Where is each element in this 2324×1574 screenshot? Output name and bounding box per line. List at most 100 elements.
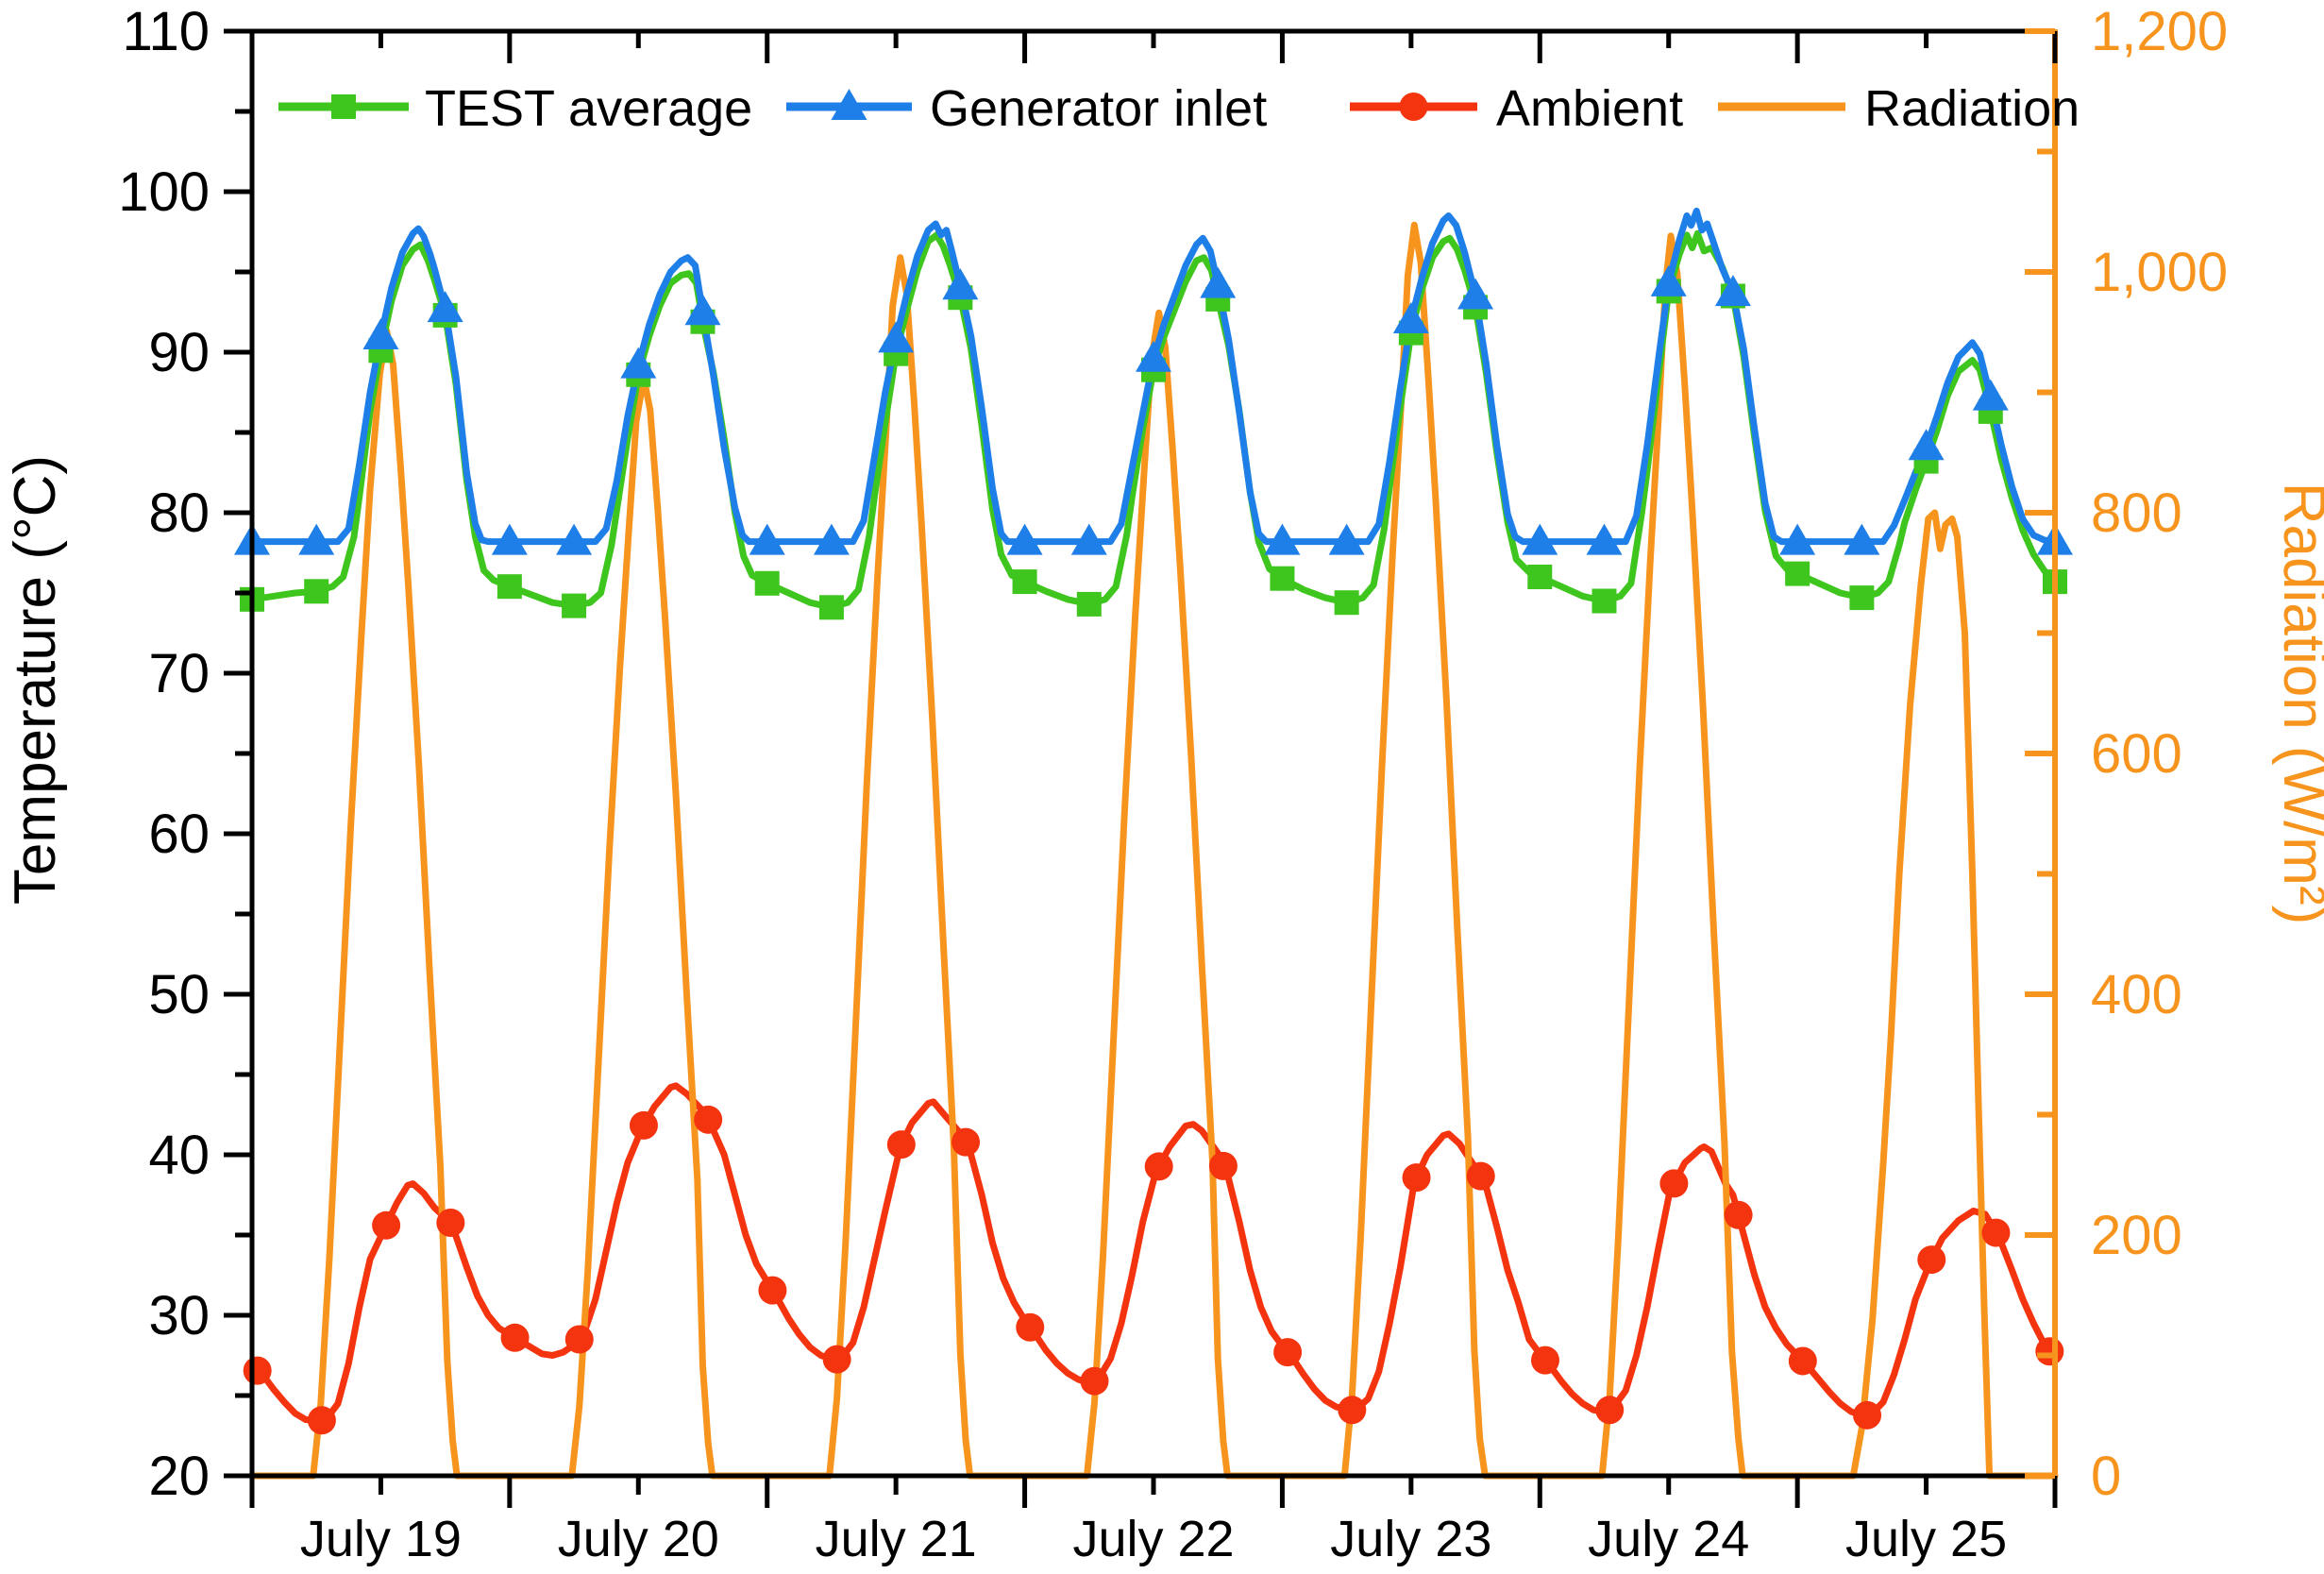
marker-square: [818, 595, 844, 620]
marker-square: [1785, 561, 1810, 586]
marker-circle: [372, 1210, 401, 1240]
marker-square: [1849, 585, 1875, 611]
marker-square: [562, 593, 587, 618]
marker-square: [1334, 590, 1359, 616]
marker-circle: [1853, 1400, 1882, 1430]
y-right-tick-label: 600: [2091, 723, 2182, 785]
marker-square: [754, 570, 780, 596]
y-right-tick-label: 800: [2091, 482, 2182, 544]
marker-triangle: [1392, 302, 1429, 333]
y-left-tick-label: 30: [148, 1285, 210, 1346]
x-tick-label: July 23: [1330, 1511, 1491, 1567]
series-markers-generator-inlet: [234, 264, 2073, 555]
marker-triangle: [1972, 379, 2009, 411]
marker-square: [1591, 588, 1617, 614]
legend-label: TEST average: [425, 80, 752, 137]
y-left-tick-label: 80: [148, 482, 210, 544]
y-left-axis-title: Temperature (°C): [3, 455, 68, 905]
y-left-tick-label: 20: [148, 1446, 210, 1507]
marker-triangle: [1264, 523, 1301, 555]
marker-triangle: [1070, 523, 1107, 555]
marker-square: [1270, 566, 1295, 591]
marker-circle: [1338, 1396, 1367, 1425]
marker-triangle: [427, 291, 463, 323]
y-left-tick-label: 110: [123, 1, 210, 62]
legend-item-generator-inlet: Generator inlet: [786, 80, 1267, 137]
legend-label: Ambient: [1496, 80, 1683, 137]
marker-triangle: [556, 523, 593, 555]
marker-triangle: [362, 318, 399, 349]
legend-label: Radiation: [1864, 80, 2080, 137]
y-right-tick-label: 400: [2091, 964, 2182, 1025]
y-right-tick-label: 200: [2091, 1205, 2182, 1266]
x-tick-label: July 24: [1588, 1511, 1749, 1567]
legend-label: Generator inlet: [930, 80, 1267, 137]
marker-triangle: [878, 321, 915, 353]
marker-circle: [694, 1105, 723, 1134]
y-left-tick-label: 70: [148, 643, 210, 704]
marker-triangle: [1457, 278, 1494, 310]
marker-square: [304, 579, 329, 604]
marker-square: [1076, 591, 1102, 617]
marker-circle: [1659, 1169, 1689, 1198]
marker-triangle: [1006, 523, 1043, 555]
marker-triangle: [491, 523, 528, 555]
marker-circle: [1530, 1346, 1559, 1375]
marker-circle: [1016, 1312, 1045, 1342]
marker-triangle: [684, 294, 721, 326]
marker-triangle: [1650, 264, 1687, 296]
series-line-generator-inlet: [248, 207, 2059, 546]
y-left-tick-label: 90: [148, 322, 210, 383]
marker-circle: [500, 1323, 530, 1352]
marker-square: [497, 574, 522, 600]
marker-circle: [1208, 1151, 1238, 1180]
x-tick-label: July 22: [1072, 1511, 1234, 1567]
marker-circle: [951, 1127, 981, 1157]
marker-circle: [2035, 1337, 2064, 1366]
marker-triangle: [298, 523, 335, 555]
y-right-tick-label: 1,200: [2091, 1, 2228, 62]
x-tick-label: July 19: [300, 1511, 462, 1567]
marker-circle: [1144, 1152, 1173, 1181]
legend-item-ambient: Ambient: [1350, 80, 1683, 137]
marker-circle: [1595, 1396, 1625, 1425]
marker-circle: [629, 1110, 658, 1140]
y-left-tick-label: 40: [148, 1125, 210, 1186]
marker-triangle: [1844, 523, 1880, 555]
legend-item-radiation: Radiation: [1718, 80, 2080, 137]
marker-triangle: [1200, 266, 1237, 298]
marker-triangle: [1908, 429, 1945, 461]
marker-circle: [1402, 1163, 1431, 1193]
y-right-axis-title: Radiation (W/m²): [2271, 482, 2324, 925]
legend: TEST average Generator inlet Ambient Radiat…: [278, 80, 2080, 137]
x-tick-label: July 25: [1845, 1511, 2007, 1567]
marker-triangle: [831, 89, 867, 120]
y-right-tick-label: 0: [2091, 1446, 2121, 1507]
y-left-tick-label: 50: [148, 964, 210, 1025]
marker-circle: [436, 1209, 465, 1238]
series-line-radiation: [248, 221, 2059, 1480]
marker-circle: [1273, 1338, 1303, 1367]
marker-square: [1527, 565, 1553, 589]
marker-circle: [307, 1406, 336, 1435]
marker-circle: [243, 1356, 272, 1385]
marker-triangle: [1779, 523, 1816, 555]
y-right-tick-label: 1,000: [2091, 242, 2228, 303]
marker-circle: [1981, 1218, 2011, 1247]
marker-circle: [564, 1325, 594, 1354]
marker-circle: [886, 1130, 916, 1159]
marker-triangle: [942, 268, 979, 300]
marker-triangle: [1586, 523, 1623, 555]
marker-triangle: [1136, 340, 1171, 372]
marker-triangle: [749, 523, 785, 555]
marker-triangle: [1522, 523, 1558, 555]
marker-square: [331, 94, 356, 119]
marker-triangle: [1714, 275, 1751, 307]
marker-triangle: [813, 523, 850, 555]
tick-marks: [224, 28, 2058, 1508]
marker-circle: [822, 1345, 851, 1374]
x-tick-label: July 20: [558, 1511, 719, 1567]
